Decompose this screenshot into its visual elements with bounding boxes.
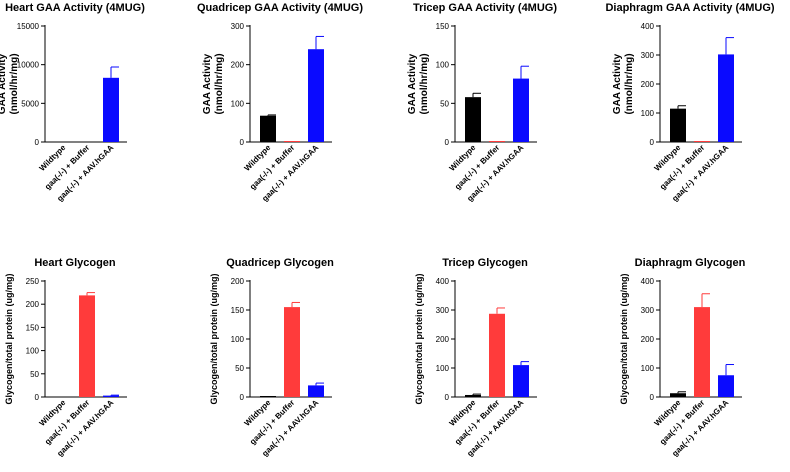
- heart-gaa-activity-4mug-ytick-label-1: 5000: [21, 99, 39, 108]
- tricep-gaa-activity-4mug-ytick-label-3: 150: [436, 22, 450, 31]
- tricep-gaa-activity-4mug-bar-wildtype: [465, 97, 481, 142]
- heart-gaa-activity-4mug-title: Heart GAA Activity (4MUG): [5, 2, 145, 14]
- diaphragm-glycogen-ytick-label-0: 0: [650, 393, 655, 402]
- quadricep-gaa-activity-4mug-ytick-label-0: 0: [240, 138, 245, 147]
- heart-gaa-activity-4mug-ytick-label-3: 15000: [17, 22, 40, 31]
- diaphragm-glycogen-ytick-label-4: 400: [641, 277, 655, 286]
- heart-glycogen-title: Heart Glycogen: [34, 257, 116, 269]
- diaphragm-gaa-activity-4mug-bar-wildtype: [670, 108, 686, 142]
- diaphragm-glycogen-bar-gaa-buffer: [694, 307, 710, 397]
- diaphragm-gaa-activity-4mug-y-label: GAA Activity(nmol/hr/mg): [612, 53, 635, 114]
- diaphragm-gaa-activity-4mug-bar-gaa-aav-hgaa: [718, 54, 734, 142]
- diaphragm-glycogen-bar-wildtype: [670, 393, 686, 397]
- quadricep-glycogen-ytick-label-0: 0: [240, 393, 245, 402]
- heart-gaa-activity-4mug-y-label-line-1: (nmol/hr/mg): [9, 53, 20, 114]
- heart-glycogen-ytick-label-3: 150: [26, 323, 40, 332]
- quadricep-glycogen-bar-wildtype: [260, 396, 276, 397]
- diaphragm-glycogen-y-label-line-0: Glycogen/total protein (ug/mg): [619, 274, 629, 405]
- heart-gaa-activity-4mug-ytick-label-0: 0: [35, 138, 40, 147]
- quadricep-glycogen-y-label-line-0: Glycogen/total protein (ug/mg): [209, 274, 219, 405]
- panel-heart-gaa-activity: Heart GAA Activity (4MUG) 0 5000 10000 15000…: [0, 2, 145, 203]
- tricep-glycogen-ytick-label-1: 100: [436, 364, 450, 373]
- diaphragm-glycogen-y-label: Glycogen/total protein (ug/mg): [619, 274, 629, 405]
- quadricep-glycogen-ytick-label-4: 200: [231, 277, 245, 286]
- panel-tricep-glycogen: Tricep Glycogen 0 100 200 300 400 Glycogen/tot…: [414, 257, 537, 458]
- quadricep-gaa-activity-4mug-ytick-label-3: 300: [231, 22, 245, 31]
- tricep-gaa-activity-4mug-y-label: GAA Activity(nmol/hr/mg): [407, 53, 430, 114]
- quadricep-gaa-activity-4mug-bar-gaa-buffer: [284, 141, 300, 142]
- heart-gaa-activity-4mug-y-label: GAA Activity(nmol/hr/mg): [0, 53, 20, 114]
- tricep-glycogen-ytick-label-3: 300: [436, 306, 450, 315]
- tricep-glycogen-bar-gaa-aav-hgaa: [513, 365, 529, 397]
- heart-glycogen-ytick-label-2: 100: [26, 347, 40, 356]
- quadricep-glycogen-ytick-label-2: 100: [231, 335, 245, 344]
- tricep-glycogen-y-label: Glycogen/total protein (ug/mg): [414, 274, 424, 405]
- panel-diaphragm-gaa-activity: Diaphragm GAA Activity (4MUG) 0 100 200 300 4…: [605, 2, 774, 203]
- panel-quadricep-gaa-activity: Quadricep GAA Activity (4MUG) 0 100 200 300 G…: [197, 2, 363, 203]
- diaphragm-gaa-activity-4mug-y-label-line-1: (nmol/hr/mg): [624, 53, 635, 114]
- panel-tricep-gaa-activity: Tricep GAA Activity (4MUG) 0 50 100 150 GAA A…: [407, 2, 557, 203]
- diaphragm-glycogen-ytick-label-2: 200: [641, 335, 655, 344]
- heart-glycogen-ytick-label-4: 200: [26, 300, 40, 309]
- heart-glycogen-ytick-label-0: 0: [35, 393, 40, 402]
- tricep-glycogen-title: Tricep Glycogen: [442, 257, 528, 269]
- tricep-glycogen-bar-gaa-buffer: [489, 313, 505, 397]
- tricep-glycogen-ytick-label-0: 0: [445, 393, 450, 402]
- diaphragm-glycogen-ytick-label-1: 100: [641, 364, 655, 373]
- diaphragm-gaa-activity-4mug-y-label-line-0: GAA Activity: [612, 53, 623, 114]
- heart-gaa-activity-4mug-bar-gaa-aav-hgaa: [103, 77, 119, 142]
- tricep-glycogen-ytick-label-2: 200: [436, 335, 450, 344]
- quadricep-gaa-activity-4mug-y-label-line-0: GAA Activity: [202, 53, 213, 114]
- diaphragm-glycogen-ytick-label-3: 300: [641, 306, 655, 315]
- tricep-glycogen-ytick-label-4: 400: [436, 277, 450, 286]
- heart-glycogen-y-label: Glycogen/total protein (ug/mg): [4, 274, 14, 405]
- diaphragm-glycogen-bar-gaa-aav-hgaa: [718, 375, 734, 397]
- tricep-gaa-activity-4mug-ytick-label-0: 0: [445, 138, 450, 147]
- heart-glycogen-ytick-label-5: 250: [26, 277, 40, 286]
- heart-glycogen-bar-gaa-aav-hgaa: [103, 395, 119, 397]
- quadricep-gaa-activity-4mug-y-label-line-1: (nmol/hr/mg): [214, 53, 225, 114]
- heart-gaa-activity-4mug-y-label-line-0: GAA Activity: [0, 53, 8, 114]
- quadricep-glycogen-y-label: Glycogen/total protein (ug/mg): [209, 274, 219, 405]
- diaphragm-gaa-activity-4mug-ytick-label-2: 200: [641, 80, 655, 89]
- tricep-gaa-activity-4mug-title: Tricep GAA Activity (4MUG): [413, 2, 557, 14]
- panel-heart-glycogen: Heart Glycogen 0 50 100 150 200 250 Glycogen/to…: [4, 257, 127, 458]
- quadricep-glycogen-title: Quadricep Glycogen: [226, 257, 334, 269]
- diaphragm-gaa-activity-4mug-ytick-label-1: 100: [641, 109, 655, 118]
- heart-gaa-activity-4mug-ytick-label-2: 10000: [17, 61, 40, 70]
- tricep-gaa-activity-4mug-bar-gaa-buffer: [489, 141, 505, 142]
- diaphragm-gaa-activity-4mug-ytick-label-3: 300: [641, 51, 655, 60]
- tricep-gaa-activity-4mug-bar-gaa-aav-hgaa: [513, 78, 529, 142]
- tricep-gaa-activity-4mug-y-label-line-1: (nmol/hr/mg): [419, 53, 430, 114]
- heart-glycogen-ytick-label-1: 50: [30, 370, 39, 379]
- quadricep-gaa-activity-4mug-bar-gaa-aav-hgaa: [308, 49, 324, 143]
- quadricep-glycogen-ytick-label-1: 50: [235, 364, 244, 373]
- quadricep-gaa-activity-4mug-bar-wildtype: [260, 115, 276, 142]
- heart-glycogen-bar-gaa-buffer: [79, 295, 95, 397]
- diaphragm-gaa-activity-4mug-ytick-label-4: 400: [641, 22, 655, 31]
- panel-diaphragm-glycogen: Diaphragm Glycogen 0 100 200 300 400 Glycogen/…: [619, 257, 746, 458]
- quadricep-gaa-activity-4mug-ytick-label-2: 200: [231, 61, 245, 70]
- quadricep-glycogen-ytick-label-3: 150: [231, 306, 245, 315]
- heart-glycogen-y-label-line-0: Glycogen/total protein (ug/mg): [4, 274, 14, 405]
- tricep-glycogen-y-label-line-0: Glycogen/total protein (ug/mg): [414, 274, 424, 405]
- quadricep-gaa-activity-4mug-title: Quadricep GAA Activity (4MUG): [197, 2, 363, 14]
- tricep-gaa-activity-4mug-y-label-line-0: GAA Activity: [407, 53, 418, 114]
- tricep-gaa-activity-4mug-ytick-label-2: 100: [436, 61, 450, 70]
- diaphragm-gaa-activity-4mug-ytick-label-0: 0: [650, 138, 655, 147]
- quadricep-gaa-activity-4mug-y-label: GAA Activity(nmol/hr/mg): [202, 53, 225, 114]
- quadricep-glycogen-bar-gaa-buffer: [284, 307, 300, 397]
- quadricep-gaa-activity-4mug-ytick-label-1: 100: [231, 99, 245, 108]
- diaphragm-gaa-activity-4mug-bar-gaa-buffer: [694, 141, 710, 142]
- diaphragm-gaa-activity-4mug-title: Diaphragm GAA Activity (4MUG): [605, 2, 774, 14]
- diaphragm-glycogen-title: Diaphragm Glycogen: [635, 257, 746, 269]
- panel-quadricep-glycogen: Quadricep Glycogen 0 50 100 150 200 Glycogen/t…: [209, 257, 334, 458]
- quadricep-glycogen-bar-gaa-aav-hgaa: [308, 385, 324, 397]
- tricep-glycogen-bar-wildtype: [465, 394, 481, 397]
- tricep-gaa-activity-4mug-ytick-label-1: 50: [440, 99, 449, 108]
